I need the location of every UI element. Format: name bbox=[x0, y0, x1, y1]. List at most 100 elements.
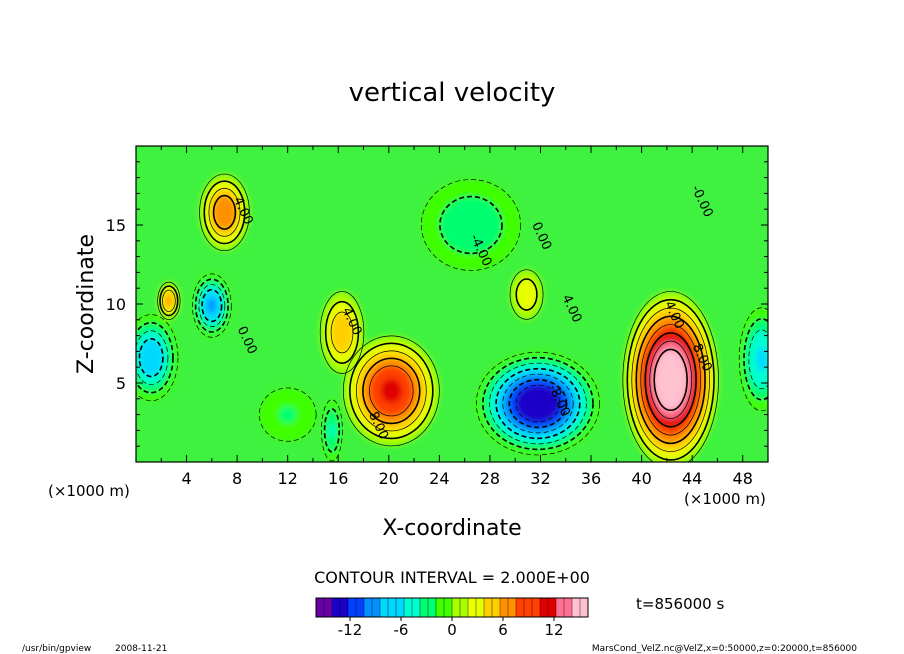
y-axis: 5 10 15 bbox=[106, 161, 768, 447]
colorbar-cell bbox=[371, 597, 381, 618]
colorbar-cell bbox=[403, 597, 413, 618]
field-core bbox=[660, 361, 681, 399]
colorbar-cell bbox=[547, 597, 557, 618]
contour-line bbox=[342, 335, 440, 447]
contour-line bbox=[191, 273, 232, 338]
colorbar-cell bbox=[363, 597, 373, 618]
chart-title: vertical velocity bbox=[349, 78, 556, 108]
colorbar-cell bbox=[467, 597, 477, 618]
contour-line bbox=[138, 338, 164, 378]
colorbar-cell bbox=[347, 597, 357, 618]
field-core bbox=[329, 422, 335, 439]
x-tick-label: 32 bbox=[530, 469, 550, 488]
field-core bbox=[380, 378, 402, 404]
x-tick-label: 4 bbox=[181, 469, 191, 488]
colorbar-cell bbox=[483, 597, 493, 618]
colorbar-cell bbox=[539, 597, 549, 618]
contour-line bbox=[509, 269, 544, 320]
contour-line bbox=[626, 298, 715, 461]
contour-line bbox=[319, 291, 365, 374]
field-core bbox=[218, 203, 231, 222]
contour-line bbox=[208, 188, 241, 237]
colorbar-cell bbox=[571, 597, 581, 618]
contour-line bbox=[508, 378, 568, 429]
colorbar-tick-label: -12 bbox=[338, 621, 363, 639]
colorbar-cell bbox=[507, 597, 517, 618]
colorbar-tick-label: 0 bbox=[447, 621, 457, 639]
colorbar-cell bbox=[323, 597, 333, 618]
x-unit-right: (×1000 m) bbox=[684, 490, 766, 508]
colorbar-cell bbox=[555, 597, 565, 618]
colorbar-tick-label: 12 bbox=[544, 621, 563, 639]
colorbar-cell bbox=[475, 597, 485, 618]
contour-line bbox=[475, 351, 600, 456]
contour-line bbox=[515, 384, 561, 423]
x-tick-label: 40 bbox=[631, 469, 651, 488]
contour-line bbox=[198, 284, 226, 328]
contour-line bbox=[635, 315, 706, 445]
x-tick-label: 28 bbox=[480, 469, 500, 488]
contour-line bbox=[649, 340, 692, 419]
contour-line bbox=[203, 180, 246, 245]
contour-line bbox=[258, 387, 317, 442]
footer-dataset: MarsCond_VelZ.nc@VelZ,x=0:50000,z=0:2000… bbox=[592, 644, 857, 654]
colorbar-cell bbox=[355, 597, 365, 618]
footer-program: /usr/bin/gpview bbox=[22, 644, 91, 654]
contour-line bbox=[212, 194, 237, 230]
colorbar-cell bbox=[411, 597, 421, 618]
footer-date: 2008-11-21 bbox=[115, 644, 167, 654]
field-core bbox=[278, 406, 297, 423]
colorbar-cell bbox=[443, 597, 453, 618]
colorbar-cell bbox=[523, 597, 533, 618]
contour-line bbox=[162, 289, 176, 312]
colorbar-cell bbox=[459, 597, 469, 618]
y-tick-label: 15 bbox=[106, 216, 126, 235]
contour-line bbox=[136, 321, 174, 394]
colorbar-cell bbox=[515, 597, 525, 618]
colorbar-cell bbox=[315, 597, 325, 618]
contour-line bbox=[420, 179, 521, 271]
colorbar-cell bbox=[339, 597, 349, 618]
colorbar-cell bbox=[331, 597, 341, 618]
contour-interval-label: CONTOUR INTERVAL = 2.000E+00 bbox=[314, 568, 590, 587]
x-axis: 4 8 12 16 20 24 28 32 36 40 44 48 bbox=[160, 146, 753, 488]
field-core bbox=[166, 296, 172, 306]
field-core bbox=[144, 347, 158, 368]
y-tick-label: 10 bbox=[106, 295, 126, 314]
contour-line bbox=[136, 330, 169, 386]
contour-line bbox=[194, 278, 229, 333]
contour-line bbox=[439, 195, 503, 255]
colorbar-tick-label: 6 bbox=[498, 621, 508, 639]
colorbar-tick-label: -6 bbox=[394, 621, 409, 639]
contour-line bbox=[369, 365, 414, 417]
x-axis-label: X-coordinate bbox=[382, 516, 521, 541]
contour-line bbox=[201, 288, 223, 323]
contour-line bbox=[323, 408, 341, 453]
y-axis-label: Z-coordinate bbox=[74, 234, 99, 374]
contour-line bbox=[515, 278, 538, 311]
contour-line bbox=[738, 307, 768, 412]
field-core bbox=[457, 212, 485, 238]
contour-line bbox=[349, 342, 434, 440]
colorbar-cell bbox=[379, 597, 389, 618]
contour-line bbox=[644, 332, 697, 428]
colorbar-cell bbox=[427, 597, 437, 618]
colorbar-cell bbox=[451, 597, 461, 618]
colorbar: -12 -6 0 6 12 bbox=[315, 597, 589, 639]
x-tick-label: 20 bbox=[379, 469, 399, 488]
contour-line bbox=[321, 399, 343, 462]
contour-line bbox=[748, 329, 768, 390]
field-core bbox=[336, 322, 348, 343]
field-core bbox=[756, 347, 767, 372]
contour-line bbox=[356, 350, 427, 432]
contour-line bbox=[362, 357, 421, 425]
contour-line bbox=[330, 311, 354, 354]
x-tick-label: 24 bbox=[429, 469, 449, 488]
colorbar-cell bbox=[395, 597, 405, 618]
contour-line bbox=[502, 373, 574, 434]
colorbar-cell bbox=[387, 597, 397, 618]
colorbar-cell bbox=[499, 597, 509, 618]
colorbar-cell bbox=[579, 597, 589, 618]
contour-line bbox=[159, 285, 179, 317]
